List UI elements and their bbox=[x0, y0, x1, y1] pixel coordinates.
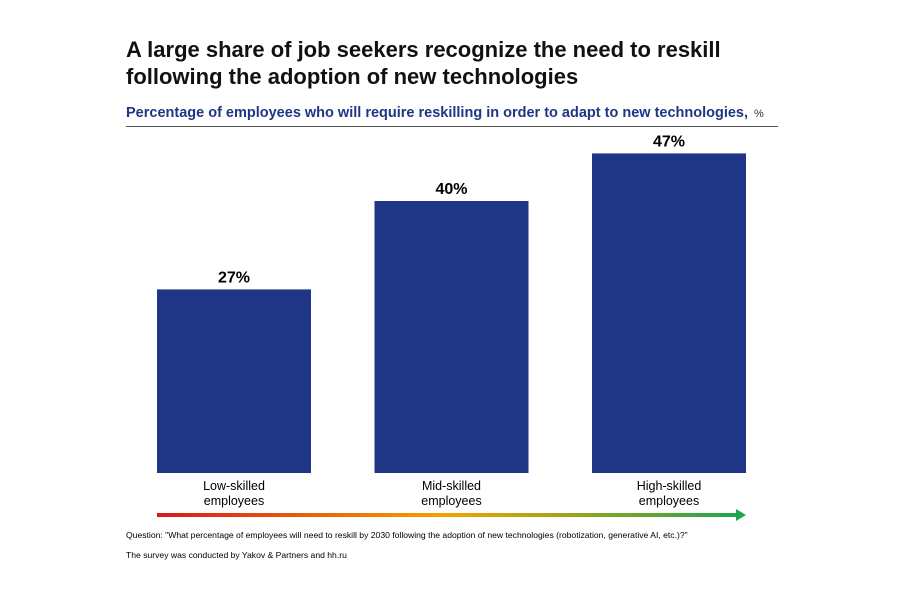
category-label-2: High-skilled employees bbox=[637, 479, 702, 508]
bar-2 bbox=[592, 153, 746, 473]
subtitle-row: Percentage of employees who will require… bbox=[126, 104, 778, 127]
category-label-0: Low-skilled employees bbox=[203, 479, 265, 508]
value-label-0: 27% bbox=[218, 269, 250, 286]
value-label-2: 47% bbox=[653, 133, 685, 150]
bar-0 bbox=[157, 289, 311, 473]
footnote-question: Question: "What percentage of employees … bbox=[126, 530, 688, 540]
arrow-head bbox=[736, 509, 746, 521]
footnote-source: The survey was conducted by Yakov & Part… bbox=[126, 550, 347, 560]
value-label-1: 40% bbox=[435, 181, 467, 198]
category-label-1: Mid-skilled employees bbox=[421, 479, 481, 508]
bar-1 bbox=[374, 201, 529, 473]
chart-title: A large share of job seekers recognize t… bbox=[126, 37, 721, 89]
arrow-shaft bbox=[157, 513, 737, 517]
bars-group: 27% Low-skilled employees 40% Mid-skilled emp… bbox=[157, 133, 746, 508]
skill-level-arrow bbox=[157, 509, 746, 521]
chart-subtitle: Percentage of employees who will require… bbox=[126, 105, 749, 121]
unit-label: % bbox=[754, 108, 764, 120]
